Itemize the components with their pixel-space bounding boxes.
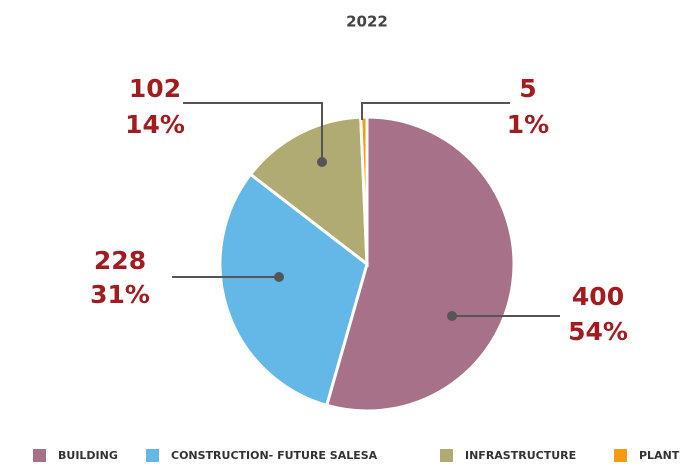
legend-label: CONSTRUCTION- FUTURE SALESA bbox=[171, 449, 378, 462]
data-label: 228 bbox=[94, 246, 146, 275]
percent-label: 54% bbox=[568, 317, 628, 346]
chart-title: 2022 bbox=[346, 13, 388, 31]
leader-line bbox=[183, 102, 323, 162]
legend-swatch bbox=[33, 449, 46, 462]
legend-label: INFRASTRUCTURE bbox=[465, 449, 576, 462]
leader-dot bbox=[317, 157, 327, 167]
leader-line bbox=[361, 102, 510, 120]
percent-label: 1% bbox=[507, 110, 549, 139]
leader-dot bbox=[274, 272, 284, 282]
legend-swatch bbox=[440, 449, 453, 462]
pie-slice bbox=[248, 115, 369, 268]
data-label: 400 bbox=[572, 282, 624, 311]
data-label: 5 bbox=[519, 74, 536, 103]
pie-slice bbox=[324, 115, 516, 413]
data-label: 102 bbox=[129, 74, 181, 103]
legend-label: PLANT bbox=[639, 449, 680, 462]
legend-swatch bbox=[614, 449, 627, 462]
leader-dot bbox=[447, 311, 457, 321]
legend-swatch bbox=[146, 449, 159, 462]
pie-slice bbox=[359, 115, 369, 265]
percent-label: 14% bbox=[125, 110, 185, 139]
legend-label: BUILDING bbox=[58, 449, 118, 462]
pie-slice bbox=[218, 172, 369, 408]
percent-label: 31% bbox=[90, 280, 150, 309]
